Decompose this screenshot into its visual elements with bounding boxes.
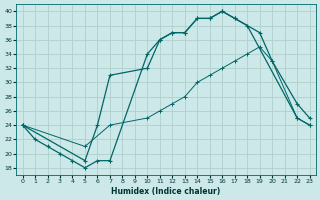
X-axis label: Humidex (Indice chaleur): Humidex (Indice chaleur) bbox=[111, 187, 221, 196]
